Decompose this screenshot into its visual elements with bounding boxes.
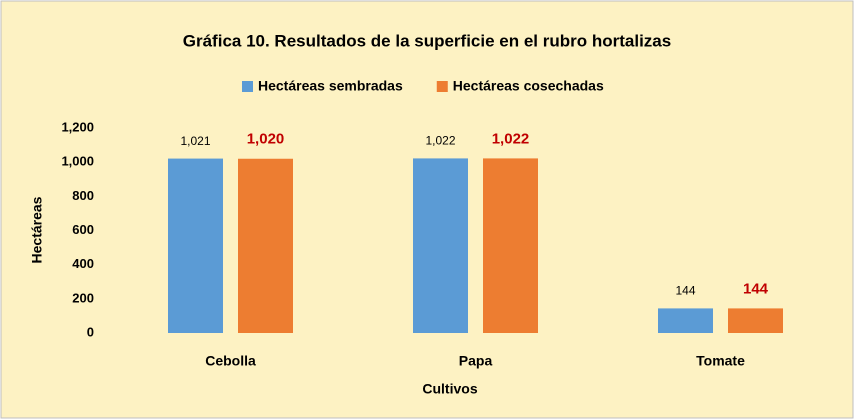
data-label: 1,022	[425, 134, 455, 148]
x-tick-label: Tomate	[696, 353, 745, 369]
y-tick-label: 200	[72, 290, 94, 305]
bar	[483, 158, 538, 333]
y-tick-label: 0	[87, 324, 94, 339]
y-tick-label: 400	[72, 256, 94, 271]
legend-swatch	[436, 81, 448, 92]
legend-label: Hectáreas cosechadas	[453, 78, 604, 94]
y-tick-label: 1,200	[61, 119, 94, 134]
x-axis-label: Cultivos	[422, 381, 477, 397]
data-label: 1,020	[247, 131, 285, 148]
data-label: 144	[675, 284, 695, 298]
legend-swatch	[242, 81, 253, 92]
y-tick-label: 600	[72, 222, 94, 237]
chart-title: Gráfica 10. Resultados de la superficie …	[183, 31, 671, 50]
bar	[238, 158, 293, 333]
x-tick-label: Cebolla	[205, 353, 256, 369]
y-axis-label: Hectáreas	[29, 196, 45, 263]
data-label: 1,022	[492, 130, 530, 147]
x-tick-label: Papa	[459, 353, 493, 369]
y-tick-label: 800	[72, 188, 94, 203]
y-tick-label: 1,000	[61, 154, 94, 169]
bar	[168, 158, 223, 333]
data-label: 1,021	[180, 134, 210, 148]
bar	[658, 308, 713, 333]
data-label: 144	[743, 280, 769, 297]
legend-label: Hectáreas sembradas	[258, 78, 403, 94]
bar	[728, 308, 783, 333]
bar	[413, 158, 468, 333]
